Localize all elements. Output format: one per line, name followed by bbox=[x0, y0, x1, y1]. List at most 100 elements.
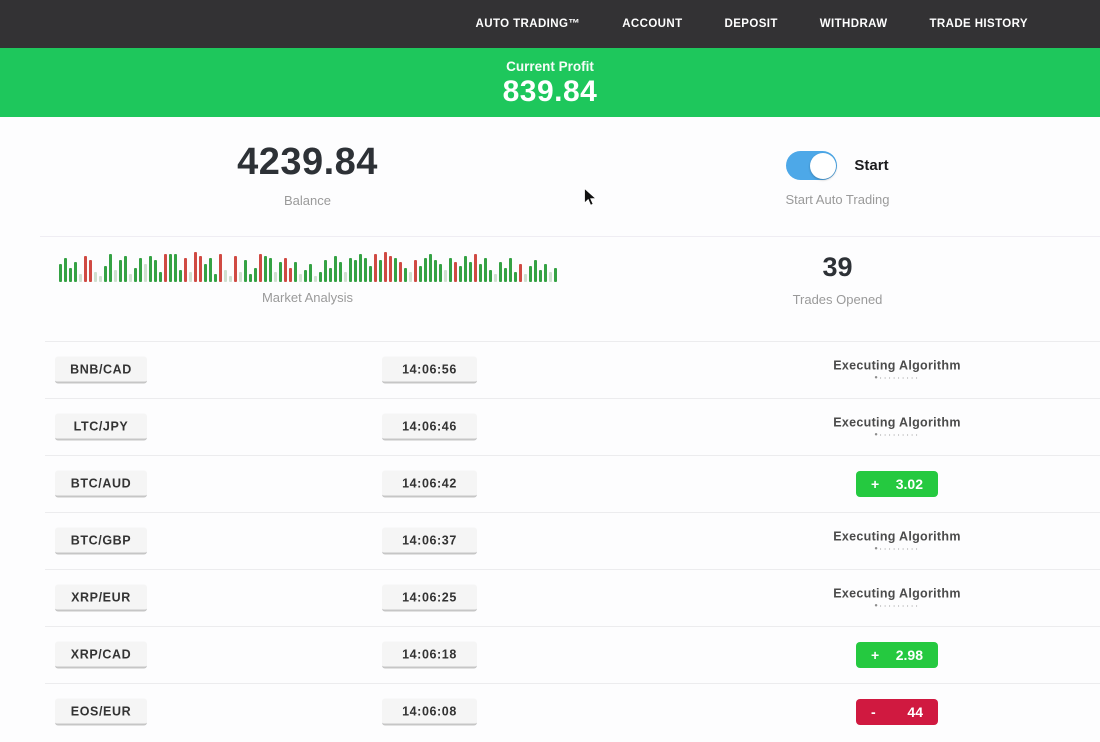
market-bar bbox=[178, 270, 182, 282]
market-bar bbox=[428, 254, 432, 282]
progress-dots-icon: •········· bbox=[874, 543, 920, 554]
market-bar bbox=[318, 272, 322, 282]
trade-row: BTC/GBP 14:06:37 Executing Algorithm •··… bbox=[45, 512, 1100, 569]
market-bar bbox=[218, 254, 222, 282]
pair-button[interactable]: BTC/GBP bbox=[55, 527, 147, 555]
market-bar bbox=[548, 272, 552, 282]
trade-status: Executing Algorithm •········· bbox=[833, 415, 961, 440]
time-button[interactable]: 14:06:42 bbox=[382, 470, 477, 498]
market-bar bbox=[493, 274, 497, 282]
market-bar bbox=[153, 260, 157, 282]
progress-dots-icon: •········· bbox=[874, 429, 920, 440]
market-bar bbox=[193, 252, 197, 282]
market-bar bbox=[73, 262, 77, 282]
toggle-knob-icon bbox=[809, 152, 836, 179]
nav-item[interactable]: ACCOUNT bbox=[622, 18, 683, 30]
pair-button[interactable]: LTC/JPY bbox=[55, 413, 147, 441]
auto-trading-toggle[interactable] bbox=[786, 151, 838, 180]
market-bar bbox=[273, 272, 277, 282]
top-nav: AUTO TRADING™ ACCOUNT DEPOSIT WITHDRAW T… bbox=[0, 0, 1100, 48]
market-bar bbox=[393, 258, 397, 282]
trade-status: - 44 bbox=[856, 699, 938, 725]
time-button[interactable]: 14:06:46 bbox=[382, 413, 477, 441]
trades-list: BNB/CAD 14:06:56 Executing Algorithm •··… bbox=[0, 341, 1100, 740]
pair-button[interactable]: BTC/AUD bbox=[55, 470, 147, 498]
time-button[interactable]: 14:06:25 bbox=[382, 584, 477, 612]
market-bar bbox=[298, 274, 302, 282]
nav-item[interactable]: TRADE HISTORY bbox=[929, 18, 1028, 30]
market-bar bbox=[343, 272, 347, 282]
executing-label: Executing Algorithm bbox=[833, 358, 961, 373]
pair-button[interactable]: XRP/CAD bbox=[55, 641, 147, 669]
market-bar bbox=[543, 264, 547, 282]
market-bar bbox=[58, 264, 62, 282]
market-bar bbox=[228, 276, 232, 282]
auto-trading-stat: Start Start Auto Trading bbox=[575, 117, 1100, 236]
result-sign: + bbox=[871, 647, 880, 663]
trade-row: BTC/AUD 14:06:42 + 3.02 bbox=[45, 455, 1100, 512]
market-bar bbox=[138, 258, 142, 282]
toggle-label: Start bbox=[854, 157, 889, 174]
executing-label: Executing Algorithm bbox=[833, 415, 961, 430]
market-bar bbox=[398, 262, 402, 282]
time-button[interactable]: 14:06:18 bbox=[382, 641, 477, 669]
trade-status: Executing Algorithm •········· bbox=[833, 358, 961, 383]
executing-label: Executing Algorithm bbox=[833, 529, 961, 544]
market-bar bbox=[238, 272, 242, 282]
market-bar bbox=[368, 266, 372, 282]
nav-item[interactable]: WITHDRAW bbox=[819, 18, 888, 30]
trades-opened-value: 39 bbox=[822, 252, 853, 282]
market-bar bbox=[83, 256, 87, 282]
market-bar bbox=[203, 264, 207, 282]
profit-banner-label: Current Profit bbox=[506, 59, 594, 74]
time-button[interactable]: 14:06:37 bbox=[382, 527, 477, 555]
result-sign: - bbox=[871, 704, 876, 720]
market-bar bbox=[93, 272, 97, 282]
market-bar bbox=[243, 260, 247, 282]
market-bar bbox=[223, 270, 227, 282]
market-bar bbox=[123, 256, 127, 282]
result-badge: + 2.98 bbox=[856, 642, 938, 668]
market-bar bbox=[333, 256, 337, 282]
market-bar bbox=[168, 254, 172, 282]
nav-item[interactable]: AUTO TRADING™ bbox=[475, 18, 581, 30]
stats-section: 4239.84 Balance Start Start Auto Trading bbox=[0, 117, 1100, 341]
market-bar bbox=[423, 258, 427, 282]
trade-row: LTC/JPY 14:06:46 Executing Algorithm •··… bbox=[45, 398, 1100, 455]
market-analysis-label: Market Analysis bbox=[261, 290, 354, 305]
auto-trading-label: Start Auto Trading bbox=[785, 192, 890, 207]
market-bar bbox=[173, 254, 177, 282]
time-button[interactable]: 14:06:56 bbox=[382, 356, 477, 384]
pair-button[interactable]: BNB/CAD bbox=[55, 356, 147, 384]
market-bar bbox=[433, 260, 437, 282]
market-bar bbox=[163, 254, 167, 282]
trade-status: + 3.02 bbox=[856, 471, 938, 497]
profit-banner: Current Profit 839.84 bbox=[0, 48, 1100, 117]
market-bar bbox=[553, 268, 557, 282]
market-bar bbox=[508, 258, 512, 282]
market-bar bbox=[388, 256, 392, 282]
result-value: 2.98 bbox=[895, 647, 923, 663]
market-bar bbox=[293, 262, 297, 282]
market-bar bbox=[453, 262, 457, 282]
market-bar bbox=[68, 268, 72, 282]
market-bar bbox=[353, 260, 357, 282]
market-bar bbox=[113, 270, 117, 282]
market-bar bbox=[373, 254, 377, 282]
market-analysis-chart bbox=[58, 252, 557, 282]
result-value: 44 bbox=[907, 704, 923, 720]
market-bar bbox=[78, 274, 82, 282]
market-bar bbox=[258, 254, 262, 282]
market-bar bbox=[533, 260, 537, 282]
pair-button[interactable]: XRP/EUR bbox=[55, 584, 147, 612]
market-bar bbox=[358, 254, 362, 282]
market-bar bbox=[133, 268, 137, 282]
market-bar bbox=[328, 268, 332, 282]
nav-item[interactable]: DEPOSIT bbox=[724, 18, 778, 30]
trades-opened-stat: 39 Trades Opened bbox=[575, 237, 1100, 341]
pair-button[interactable]: EOS/EUR bbox=[55, 698, 147, 726]
market-bar bbox=[463, 256, 467, 282]
time-button[interactable]: 14:06:08 bbox=[382, 698, 477, 726]
result-value: 3.02 bbox=[895, 476, 923, 492]
market-bar bbox=[478, 264, 482, 282]
